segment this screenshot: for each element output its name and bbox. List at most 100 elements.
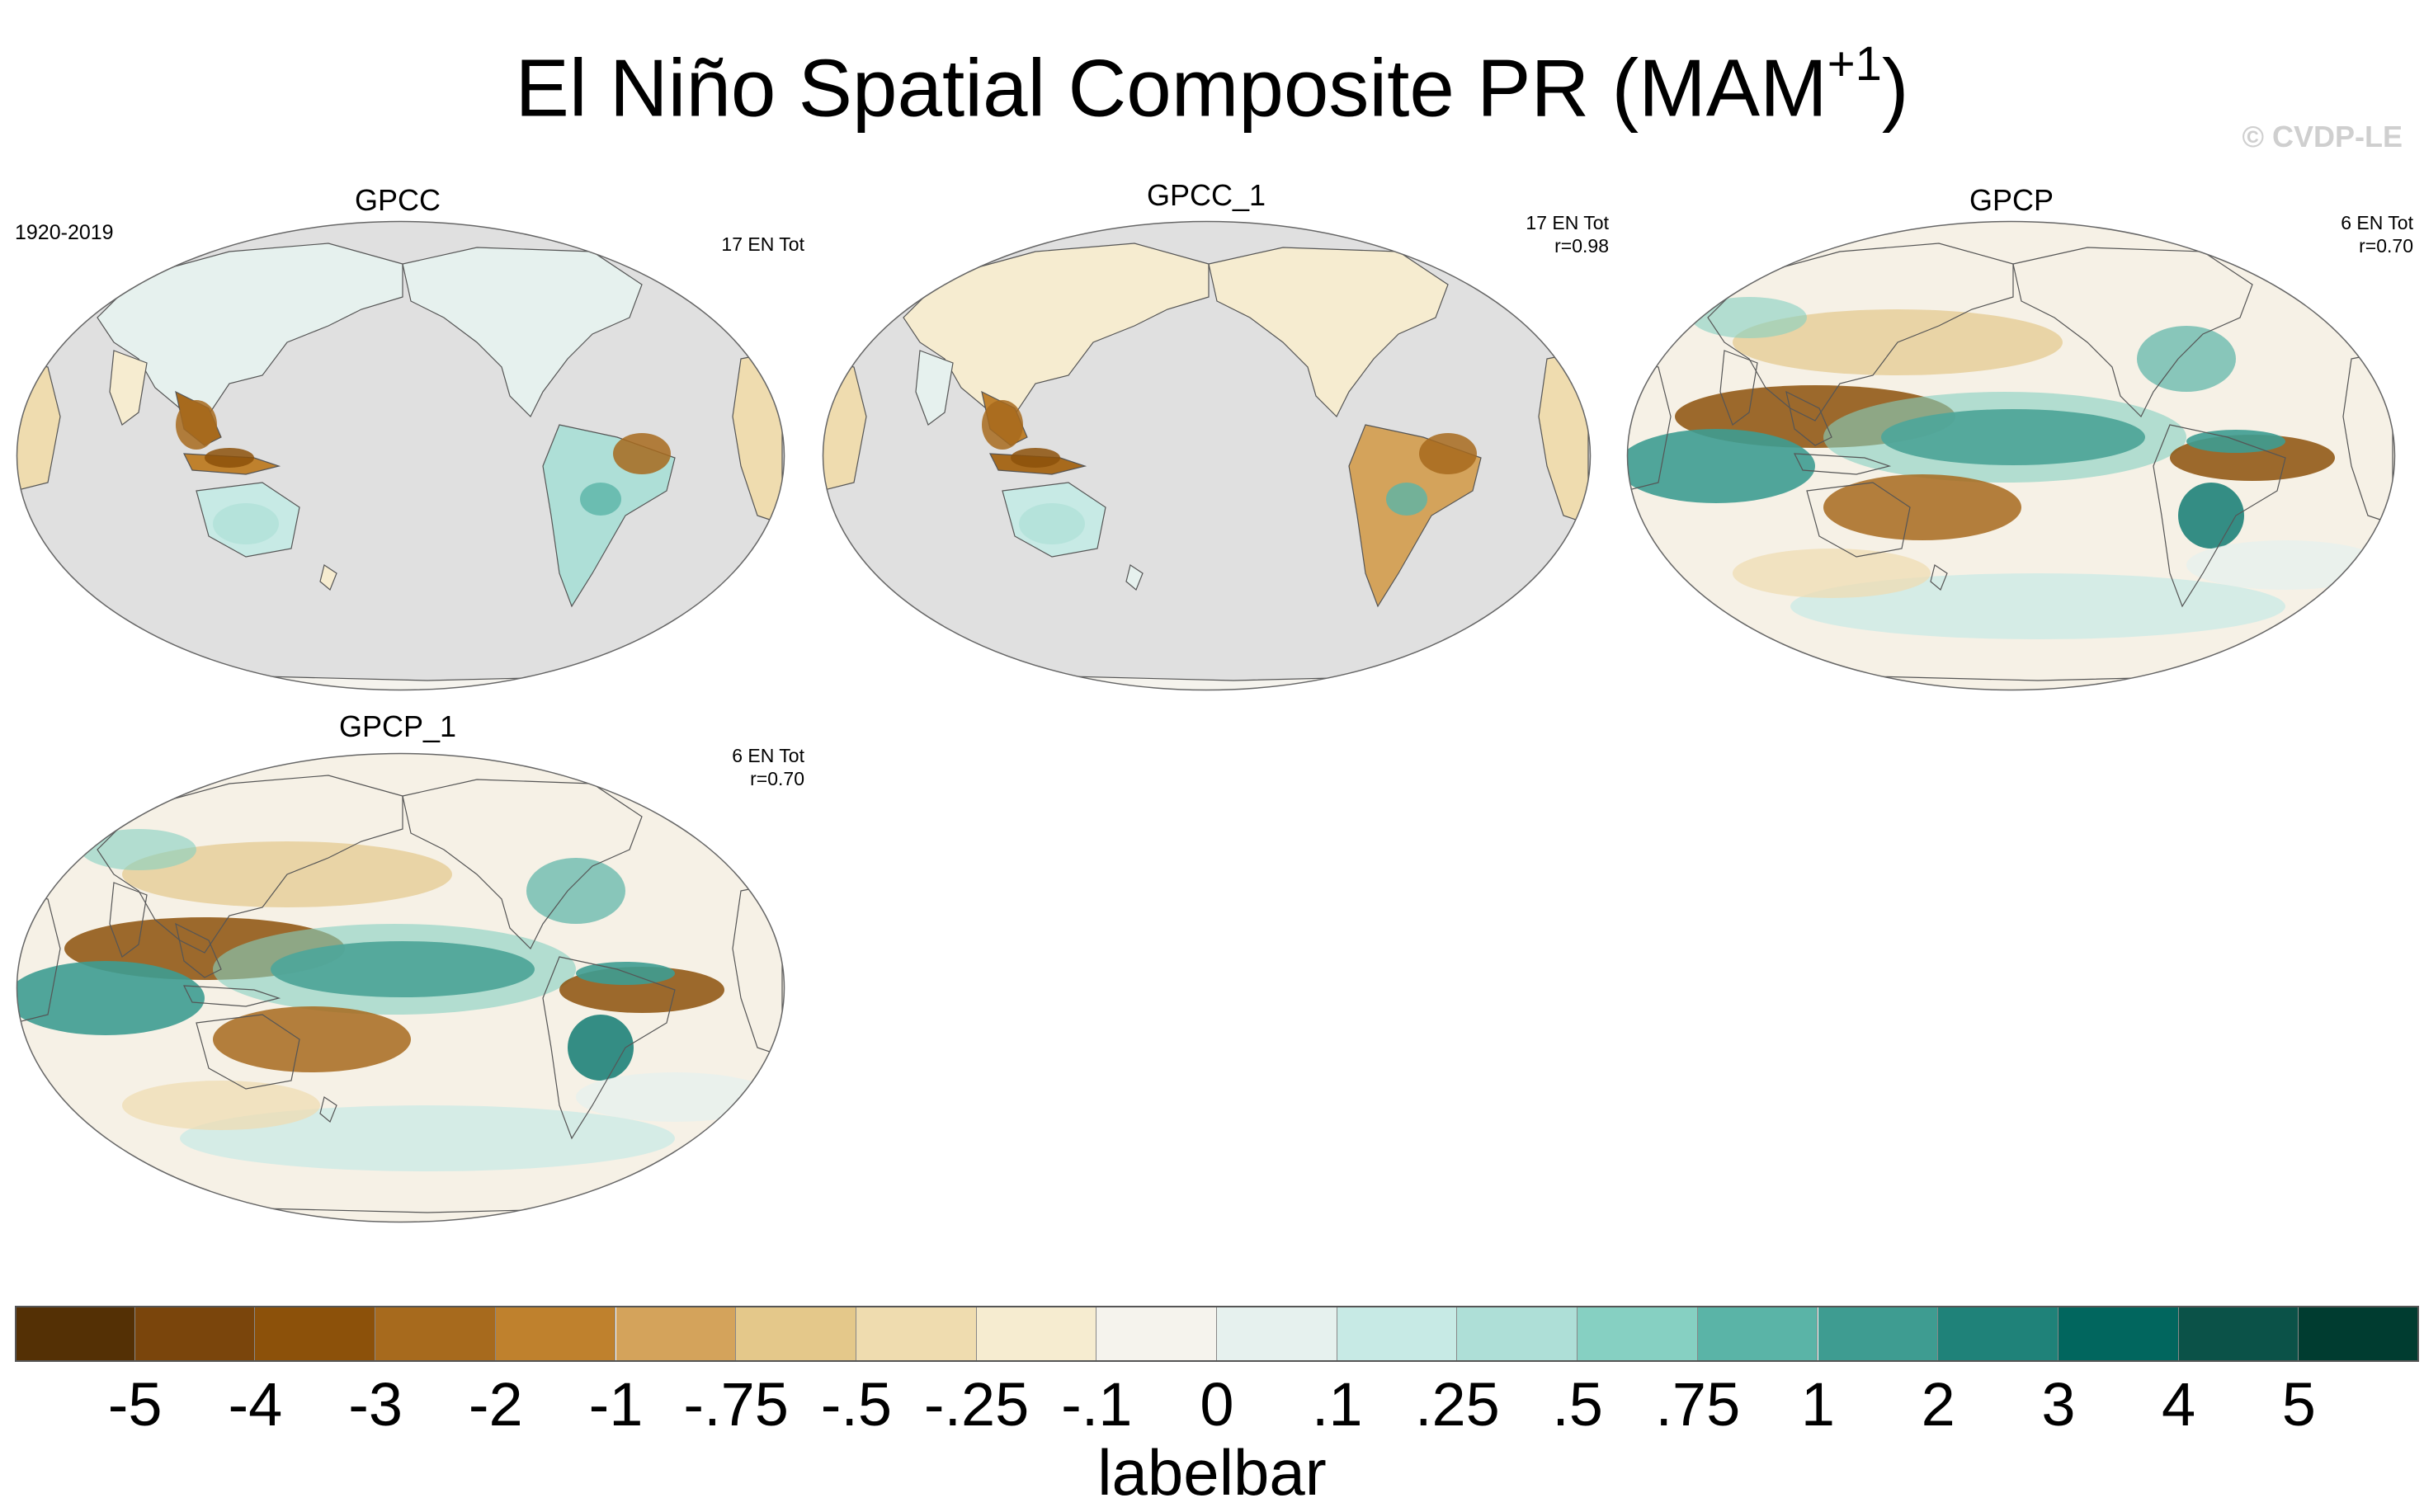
- colorbar: [15, 1306, 2419, 1362]
- stat-line2: r=0.70: [2359, 235, 2413, 257]
- colorbar-box: [134, 1306, 256, 1362]
- colorbar-tick-label: .1: [1311, 1370, 1363, 1439]
- colorbar-box: [856, 1306, 977, 1362]
- continent-indon: [182, 985, 281, 1007]
- continent-samerica: [542, 956, 676, 1140]
- panel-stat: 17 EN Tot: [677, 233, 804, 256]
- anomaly-blob: [213, 924, 576, 1015]
- colorbar-tick-label: -4: [228, 1370, 283, 1439]
- anomaly-blob: [180, 1105, 675, 1171]
- colorbar-tick-label: .5: [1552, 1370, 1603, 1439]
- figure-title-close: ): [1881, 42, 1909, 134]
- anomaly-blob: [1823, 474, 2021, 540]
- colorbar-tick-label: -.25: [923, 1370, 1030, 1439]
- continent-samerica: [2153, 424, 2286, 608]
- colorbar-tick-label: 0: [1200, 1370, 1234, 1439]
- colorbar-tick-label: -.5: [820, 1370, 893, 1439]
- continent-greenland: [641, 770, 700, 813]
- anomaly-blob: [1419, 433, 1477, 474]
- stat-line1: 6 EN Tot: [2341, 212, 2413, 233]
- colorbar-tick-label: -.75: [683, 1370, 789, 1439]
- continent-asia: [97, 775, 403, 954]
- anomaly-blob: [2186, 540, 2384, 590]
- colorbar-tick-label: .25: [1414, 1370, 1500, 1439]
- panel-title: GPCC: [354, 183, 441, 217]
- panel-title: GPCC_1: [1146, 178, 1266, 212]
- stat-line2: r=0.70: [750, 768, 804, 789]
- anomaly-blob: [576, 962, 675, 985]
- continent-nz: [319, 564, 337, 591]
- figure-title-text: El Niño Spatial Composite PR (MAM: [515, 42, 1827, 134]
- continent-asia: [97, 243, 403, 422]
- anomaly-blob: [2186, 430, 2285, 453]
- anomaly-blob: [205, 448, 254, 468]
- panel-stat: 17 EN Tot r=0.98: [1481, 211, 1609, 257]
- colorbar-tick-label: -2: [468, 1370, 523, 1439]
- map-border: [1626, 220, 2396, 691]
- colorbar-tick-label: .75: [1655, 1370, 1741, 1439]
- anomaly-blob: [2137, 326, 2236, 392]
- world-map-gpcp: [1626, 220, 2396, 691]
- anomaly-blob: [122, 1081, 320, 1130]
- colorbar-tick-label: 5: [2281, 1370, 2316, 1439]
- colorbar-tick-label: 3: [2041, 1370, 2076, 1439]
- colorbar-box: [1938, 1306, 2059, 1362]
- continent-asia: [1707, 243, 2014, 422]
- anomaly-blob: [1733, 549, 1931, 598]
- continent-namerica: [2012, 247, 2253, 418]
- continent-india: [1719, 350, 1758, 426]
- colorbar-box: [2178, 1306, 2299, 1362]
- colorbar-box: [255, 1306, 376, 1362]
- colorbar-tick-label: -.1: [1061, 1370, 1133, 1439]
- colorbar-box: [375, 1306, 496, 1362]
- map-border: [16, 752, 785, 1223]
- colorbar-box: [1697, 1306, 1818, 1362]
- map-border: [822, 220, 1592, 691]
- continent-namerica: [1208, 247, 1449, 418]
- anomaly-blob: [568, 1015, 634, 1081]
- anomaly-blob: [982, 400, 1023, 450]
- continent-australia: [196, 1014, 300, 1090]
- colorbar-tick-label: 1: [1800, 1370, 1836, 1439]
- continent-greenland: [641, 238, 700, 281]
- continent-seasia: [1785, 390, 1832, 446]
- colorbar-box: [1337, 1306, 1458, 1362]
- colorbar-box: [1577, 1306, 1698, 1362]
- stat-line1: 17 EN Tot: [721, 233, 804, 255]
- colorbar-box: [1096, 1306, 1217, 1362]
- colorbar-box: [1217, 1306, 1337, 1362]
- continent-nz: [1930, 564, 1948, 591]
- figure-title-superscript: +1: [1827, 37, 1882, 91]
- continent-nz: [1125, 564, 1144, 591]
- world-map-gpcc: [16, 220, 785, 691]
- colorbar-tick-label: 2: [1921, 1370, 1955, 1439]
- colorbar-box: [495, 1306, 616, 1362]
- stat-line2: r=0.98: [1554, 235, 1609, 257]
- continent-india: [109, 350, 148, 426]
- continent-nz: [319, 1096, 337, 1123]
- anomaly-blob: [213, 503, 279, 544]
- anomaly-blob: [176, 400, 217, 450]
- panel-title: GPCP: [1969, 183, 2054, 217]
- anomaly-blob: [1019, 503, 1085, 544]
- anomaly-blob: [213, 1006, 411, 1072]
- continent-greenland: [2252, 238, 2311, 281]
- anomaly-blob: [576, 1072, 774, 1122]
- anomaly-blob: [580, 483, 621, 516]
- anomaly-blob: [613, 433, 671, 474]
- continent-namerica: [402, 247, 643, 418]
- world-map-gpcp-1: [16, 752, 785, 1223]
- anomaly-blob: [1627, 429, 1815, 503]
- colorbar-tick-label: -3: [348, 1370, 403, 1439]
- colorbar-box: [1818, 1306, 1939, 1362]
- anomaly-blob: [17, 961, 205, 1035]
- anomaly-blob: [1011, 448, 1060, 468]
- continent-india: [915, 350, 954, 426]
- anomaly-blob: [2178, 483, 2244, 549]
- panel-stat: 6 EN Tot r=0.70: [677, 744, 804, 790]
- anomaly-blob: [1386, 483, 1427, 516]
- panel-stat: 6 EN Tot r=0.70: [2285, 211, 2413, 257]
- colorbar-tick-label: -5: [107, 1370, 163, 1439]
- colorbar-title: labelbar: [1097, 1436, 1327, 1509]
- continent-india: [109, 882, 148, 958]
